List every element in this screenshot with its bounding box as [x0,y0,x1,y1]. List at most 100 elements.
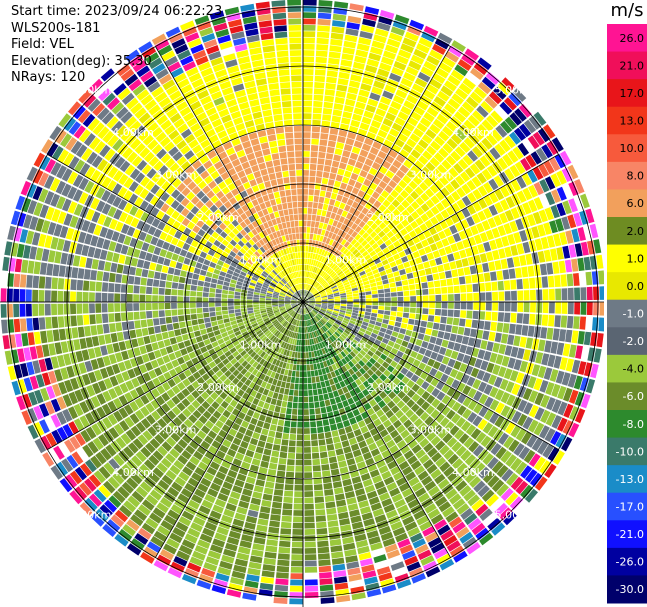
velocity-gate [66,454,79,469]
velocity-gate [365,582,380,592]
velocity-gate [115,273,122,283]
velocity-gate [296,447,303,453]
velocity-gate [147,351,156,361]
velocity-gate [160,520,174,532]
velocity-gate [372,353,380,361]
velocity-gate [320,407,327,414]
velocity-gate [242,435,251,443]
velocity-gate [120,303,127,312]
velocity-gate [19,289,26,302]
velocity-gate [303,434,311,441]
velocity-gate [265,298,272,301]
velocity-gate [476,222,485,233]
velocity-gate [249,330,256,337]
velocity-gate [246,296,253,300]
velocity-gate [253,537,266,545]
velocity-gate [262,493,273,501]
velocity-gate [342,386,349,394]
velocity-gate [303,170,309,176]
velocity-gate [410,403,420,413]
velocity-gate [162,241,170,250]
velocity-gate [205,218,214,227]
velocity-gate [276,324,282,330]
velocity-gate [444,245,453,255]
velocity-gate [314,82,325,89]
velocity-gate [330,342,336,349]
velocity-gate [352,327,359,333]
velocity-gate [198,368,206,376]
velocity-gate [401,219,410,228]
velocity-gate [370,332,378,339]
velocity-gate [321,305,328,309]
velocity-gate [482,372,491,383]
velocity-gate [29,375,39,390]
velocity-gate [371,242,379,250]
velocity-gate [574,179,585,194]
velocity-gate [556,247,564,260]
velocity-gate [410,149,421,159]
velocity-gate [117,361,127,372]
velocity-gate [458,276,466,285]
velocity-gate [311,311,316,317]
velocity-gate [306,277,310,284]
velocity-gate [452,521,466,534]
velocity-gate [323,165,331,173]
velocity-gate [373,272,381,279]
velocity-gate [318,439,326,446]
velocity-gate [430,409,440,419]
velocity-gate [221,251,229,258]
velocity-gate [500,405,511,418]
velocity-gate [300,314,302,321]
velocity-gate [249,437,259,446]
velocity-gate [373,453,383,463]
velocity-gate [416,515,429,526]
velocity-gate [263,402,270,410]
velocity-gate [309,272,313,278]
velocity-gate [158,295,165,302]
velocity-gate [350,443,360,452]
velocity-gate [317,426,324,434]
velocity-gate [238,500,250,509]
velocity-gate [72,255,81,267]
velocity-gate [373,114,384,123]
velocity-gate [305,307,309,313]
velocity-gate [465,319,472,328]
velocity-gate [181,573,197,585]
velocity-gate [92,437,104,451]
velocity-gate [208,361,217,369]
velocity-gate [21,259,29,273]
velocity-gate [324,324,330,330]
velocity-gate [53,445,65,460]
velocity-gate [304,541,316,548]
velocity-gate [298,320,300,327]
velocity-gate [535,147,548,162]
velocity-gate [217,259,224,267]
velocity-gate [189,365,198,374]
velocity-gate [388,515,401,525]
velocity-gate [409,133,421,143]
velocity-gate [409,532,424,543]
velocity-gate [467,192,477,203]
velocity-gate [308,332,311,339]
velocity-gate [359,149,369,158]
velocity-gate [235,284,242,289]
velocity-gate [338,71,350,80]
velocity-gate [321,295,328,298]
velocity-gate [41,248,50,262]
velocity-gate [146,318,154,327]
velocity-gate [398,237,406,245]
velocity-gate [530,302,536,313]
velocity-gate [260,460,269,469]
velocity-gate [444,348,453,358]
velocity-gate [147,226,157,236]
velocity-gate [384,292,391,298]
velocity-gate [315,297,321,300]
velocity-gate [341,358,348,365]
velocity-gate [441,56,456,68]
velocity-gate [193,267,201,275]
velocity-gate [229,316,236,322]
velocity-gate [304,491,314,498]
velocity-gate [460,508,474,520]
velocity-gate [327,295,334,298]
velocity-gate [279,318,285,323]
